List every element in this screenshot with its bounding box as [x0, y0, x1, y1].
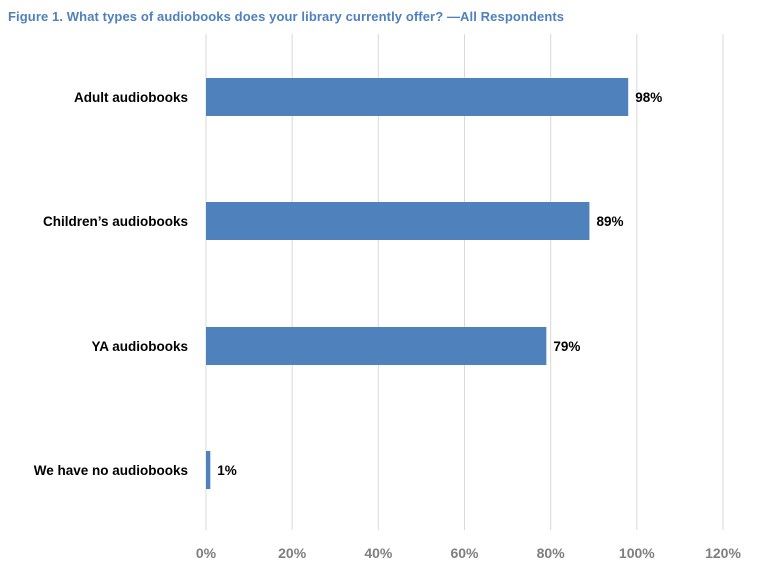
bars: [206, 78, 629, 489]
data-label-children-s-audiobooks: 89%: [596, 214, 623, 229]
x-tick-label-20: 20%: [278, 545, 307, 561]
category-label-ya-audiobooks: YA audiobooks: [91, 339, 188, 354]
bar-adult-audiobooks: [206, 78, 629, 116]
x-tick-label-100: 100%: [619, 545, 655, 561]
bar-children-s-audiobooks: [206, 202, 590, 240]
x-tick-label-40: 40%: [364, 545, 393, 561]
category-label-we-have-no-audiobooks: We have no audiobooks: [34, 463, 188, 478]
category-label-children-s-audiobooks: Children’s audiobooks: [43, 214, 188, 229]
data-labels: 98% 89% 79% 1%: [217, 90, 662, 478]
x-tick-label-0: 0%: [196, 545, 217, 561]
x-tick-label-60: 60%: [450, 545, 479, 561]
x-axis-ticks: 0% 20% 40% 60% 80% 100% 120%: [196, 545, 742, 561]
x-tick-label-120: 120%: [705, 545, 741, 561]
bar-we-have-no-audiobooks: [206, 451, 211, 489]
data-label-ya-audiobooks: 79%: [553, 339, 580, 354]
data-label-adult-audiobooks: 98%: [635, 90, 662, 105]
chart-title: Figure 1. What types of audiobooks does …: [8, 9, 565, 24]
data-label-we-have-no-audiobooks: 1%: [217, 463, 237, 478]
category-labels: Adult audiobooks Children’s audiobooks YA …: [34, 90, 188, 478]
category-label-adult-audiobooks: Adult audiobooks: [74, 90, 188, 105]
gridlines: [205, 34, 724, 530]
bar-ya-audiobooks: [206, 327, 547, 365]
x-tick-label-80: 80%: [537, 545, 566, 561]
